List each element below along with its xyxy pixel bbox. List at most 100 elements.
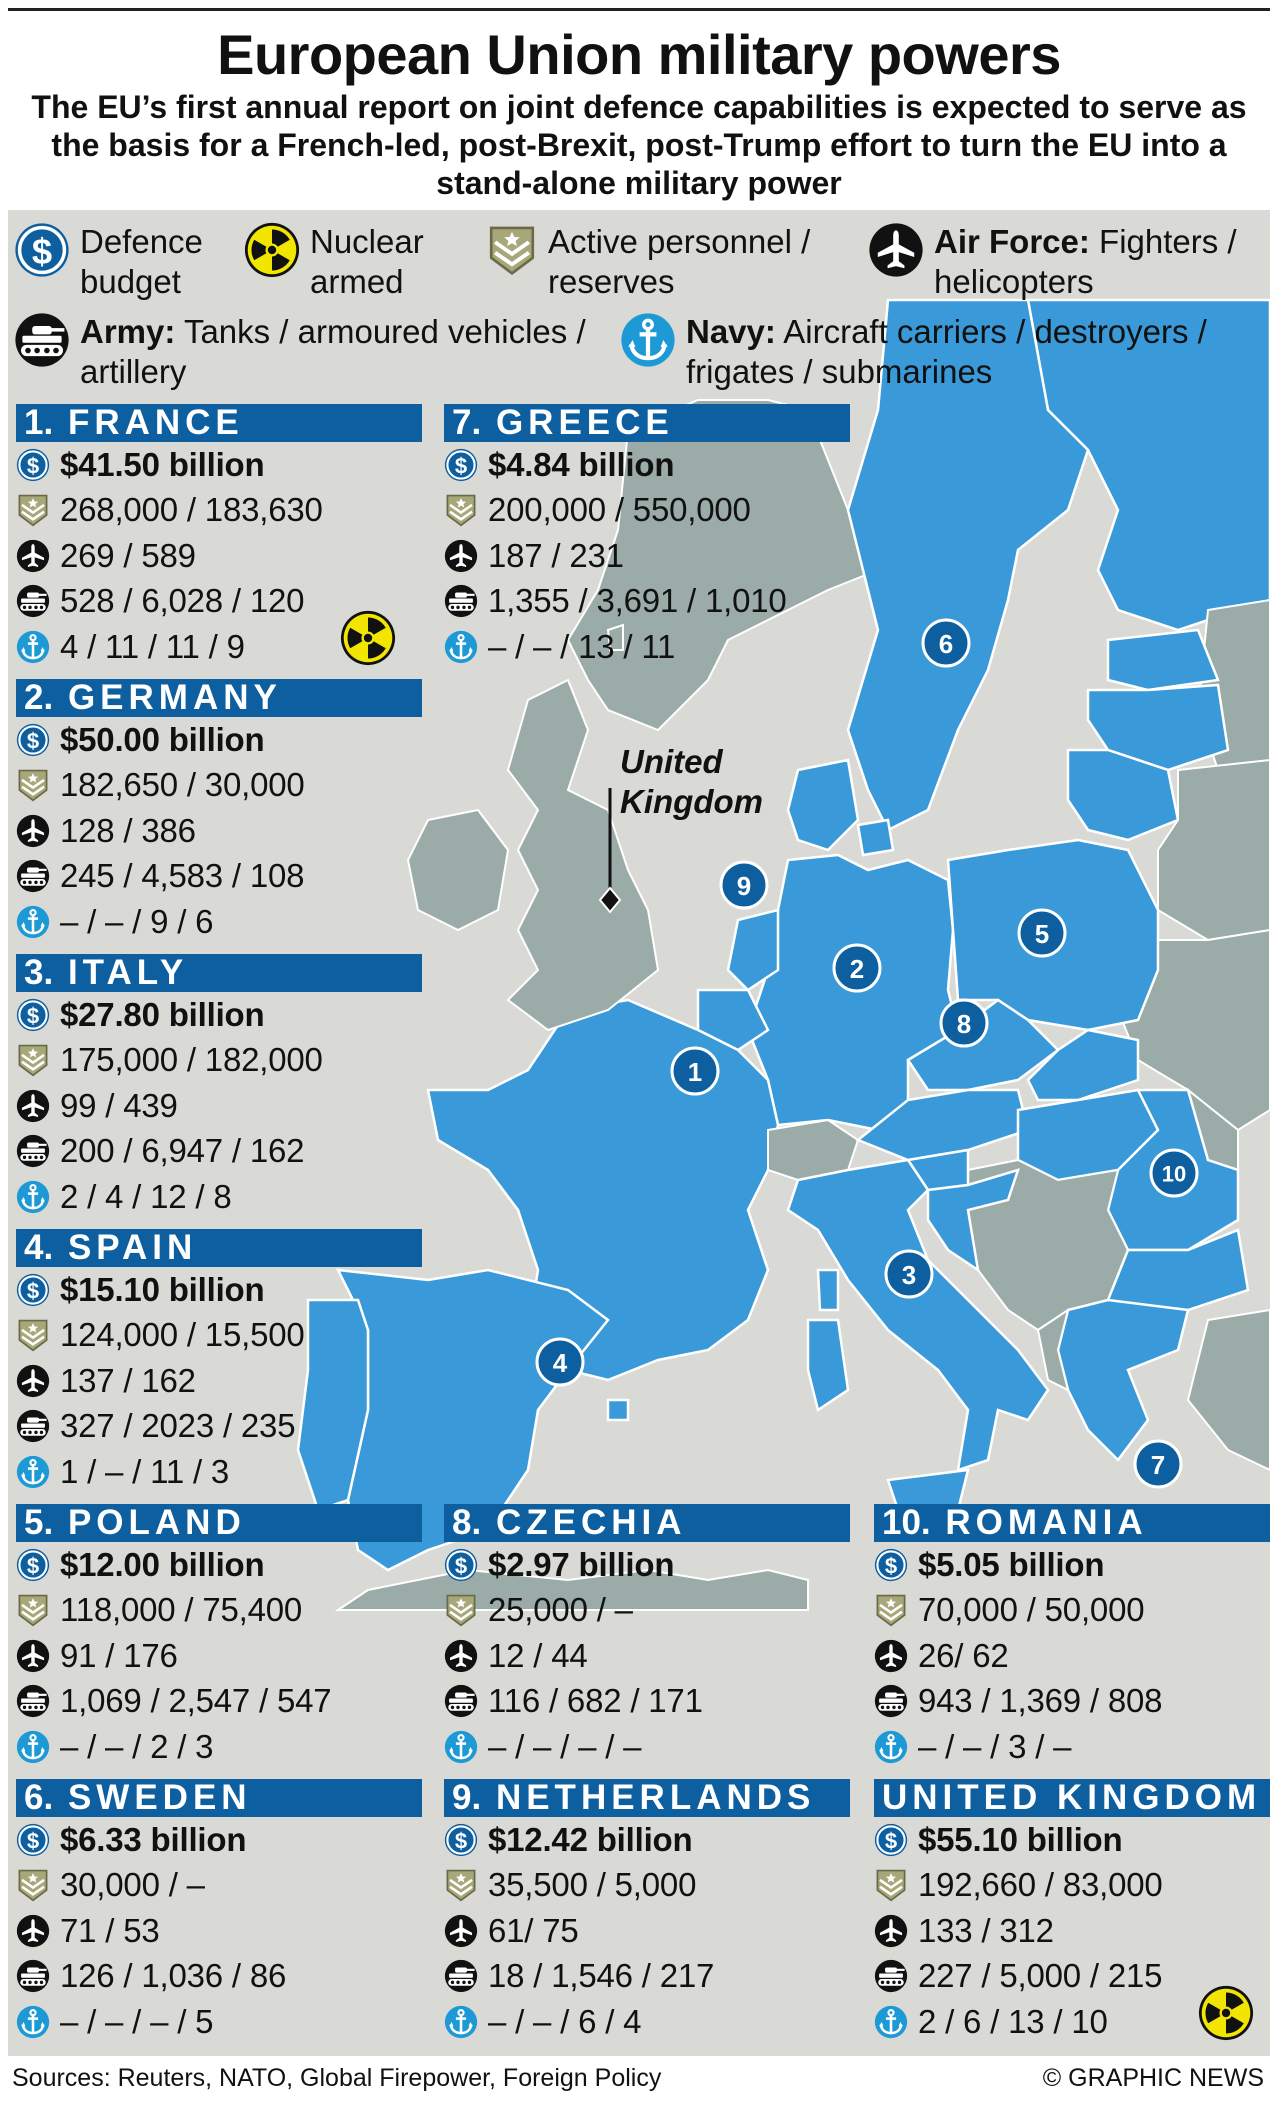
- stat-row-army: 200 / 6,947 / 162: [16, 1129, 422, 1175]
- anchor-icon: [874, 2005, 908, 2039]
- marker-9: 9: [719, 860, 769, 910]
- legend-nuclear: Nuclear armed: [244, 222, 474, 302]
- jet-icon: [16, 1364, 50, 1398]
- chevron-shield-icon: [16, 1043, 50, 1077]
- svg-text:8: 8: [957, 1009, 971, 1039]
- svg-text:9: 9: [737, 871, 751, 901]
- country-header: 5. POLAND: [16, 1504, 422, 1542]
- stat-row-navy: 4 / 11 / 11 / 9: [16, 624, 422, 670]
- country-header: 4. SPAIN: [16, 1229, 422, 1267]
- tank-icon: [16, 584, 50, 618]
- stat-value-army: 1,069 / 2,547 / 547: [60, 1682, 332, 1720]
- stat-value-personnel: 124,000 / 15,500: [60, 1316, 305, 1354]
- stat-row-personnel: 124,000 / 15,500: [16, 1313, 422, 1359]
- country-rank: 10.: [882, 1503, 931, 1542]
- stat-value-air: 187 / 231: [488, 536, 624, 574]
- legend-airforce-text: Fighters / helicopters: [934, 223, 1237, 300]
- stat-row-army: 943 / 1,369 / 808: [874, 1679, 1270, 1725]
- stat-row-personnel: 268,000 / 183,630: [16, 488, 422, 534]
- stat-value-air: 99 / 439: [60, 1086, 178, 1124]
- country-rank: 4.: [24, 1228, 54, 1267]
- dollar-icon: [16, 448, 50, 482]
- stat-value-personnel: 175,000 / 182,000: [60, 1041, 323, 1079]
- country-header: 7. GREECE: [444, 404, 850, 442]
- svg-text:3: 3: [902, 1260, 916, 1290]
- stat-row-personnel: 182,650 / 30,000: [16, 763, 422, 809]
- tank-icon: [874, 1959, 908, 1993]
- stat-row-army: 227 / 5,000 / 215: [874, 1954, 1270, 2000]
- stat-row-air: 71 / 53: [16, 1908, 422, 1954]
- marker-5: 5: [1017, 908, 1067, 958]
- sardinia-shape: [806, 1318, 850, 1413]
- uk-shape: [506, 678, 660, 1032]
- stat-row-budget: $27.80 billion: [16, 992, 422, 1038]
- stat-row-navy: 2 / 4 / 12 / 8: [16, 1174, 422, 1220]
- stat-value-navy: – / – / 3 / –: [918, 1727, 1072, 1765]
- stat-value-budget: $2.97 billion: [488, 1545, 675, 1583]
- tank-icon: [14, 312, 70, 368]
- stat-value-personnel: 268,000 / 183,630: [60, 491, 323, 529]
- svg-text:4: 4: [553, 1348, 568, 1378]
- stat-row-personnel: 118,000 / 75,400: [16, 1588, 422, 1634]
- country-header: 8. CZECHIA: [444, 1504, 850, 1542]
- country-name: GERMANY: [67, 678, 282, 717]
- stat-value-army: 126 / 1,036 / 86: [60, 1957, 287, 1995]
- stat-value-personnel: 200,000 / 550,000: [488, 491, 751, 529]
- country-rank: 1.: [24, 403, 54, 442]
- stat-value-air: 137 / 162: [60, 1361, 196, 1399]
- marker-1: 1: [670, 1046, 720, 1096]
- stat-value-air: 26/ 62: [918, 1636, 1009, 1674]
- stat-value-budget: $27.80 billion: [60, 995, 265, 1033]
- legend-airforce: Air Force: Fighters / helicopters: [868, 222, 1264, 302]
- anchor-icon: [16, 1180, 50, 1214]
- stat-value-navy: – / – / 9 / 6: [60, 902, 214, 940]
- anchor-icon: [444, 630, 478, 664]
- stat-row-air: 99 / 439: [16, 1083, 422, 1129]
- stat-row-budget: $12.00 billion: [16, 1542, 422, 1588]
- dollar-icon: [16, 723, 50, 757]
- stat-row-air: 91 / 176: [16, 1633, 422, 1679]
- svg-text:6: 6: [939, 629, 953, 659]
- stat-row-air: 61/ 75: [444, 1908, 850, 1954]
- anchor-icon: [444, 1730, 478, 1764]
- stat-row-budget: $15.10 billion: [16, 1267, 422, 1313]
- stat-value-navy: – / – / 6 / 4: [488, 2002, 642, 2040]
- stat-value-navy: 2 / 4 / 12 / 8: [60, 1177, 232, 1215]
- estonia-shape: [1106, 628, 1220, 692]
- stat-value-navy: 2 / 6 / 13 / 10: [918, 2002, 1108, 2040]
- country-block-greece: 7. GREECE $4.84 billion 200,000 / 550,000 1…: [444, 404, 850, 670]
- country-header: 6. SWEDEN: [16, 1779, 422, 1817]
- country-name: ITALY: [67, 953, 189, 992]
- stat-row-personnel: 70,000 / 50,000: [874, 1588, 1270, 1634]
- stat-value-personnel: 182,650 / 30,000: [60, 766, 305, 804]
- stat-row-army: 245 / 4,583 / 108: [16, 854, 422, 900]
- chevron-shield-icon: [874, 1868, 908, 1902]
- stat-value-budget: $5.05 billion: [918, 1545, 1105, 1583]
- chevron-shield-icon: [16, 1318, 50, 1352]
- country-header: 1. FRANCE: [16, 404, 422, 442]
- stat-row-personnel: 35,500 / 5,000: [444, 1863, 850, 1909]
- stat-value-budget: $12.42 billion: [488, 1820, 693, 1858]
- jet-icon: [874, 1914, 908, 1948]
- radiation-icon: [1198, 1985, 1254, 2041]
- dollar-icon: [14, 222, 70, 278]
- country-header: UNITED KINGDOM: [874, 1779, 1270, 1817]
- legend-army-text: Tanks / armoured vehicles / artillery: [80, 313, 586, 390]
- turkey-shape: [1186, 1308, 1270, 1472]
- legend-navy-bold: Navy:: [686, 313, 776, 350]
- stat-row-navy: – / – / 6 / 4: [444, 1999, 850, 2045]
- stat-value-army: 943 / 1,369 / 808: [918, 1682, 1163, 1720]
- jet-icon: [444, 1914, 478, 1948]
- legend-personnel-text: Active personnel / reserves: [548, 223, 811, 300]
- jet-icon: [16, 1914, 50, 1948]
- legend-navy: Navy: Aircraft carriers / destroyers / f…: [620, 312, 1270, 392]
- anchor-icon: [16, 630, 50, 664]
- dollar-icon: [16, 1273, 50, 1307]
- stat-row-navy: – / – / 9 / 6: [16, 899, 422, 945]
- anchor-icon: [620, 312, 676, 368]
- legend-personnel: Active personnel / reserves: [486, 222, 866, 302]
- stat-row-personnel: 175,000 / 182,000: [16, 1038, 422, 1084]
- jet-icon: [16, 1639, 50, 1673]
- country-header: 10. ROMANIA: [874, 1504, 1270, 1542]
- legend-budget: Defence budget: [14, 222, 234, 302]
